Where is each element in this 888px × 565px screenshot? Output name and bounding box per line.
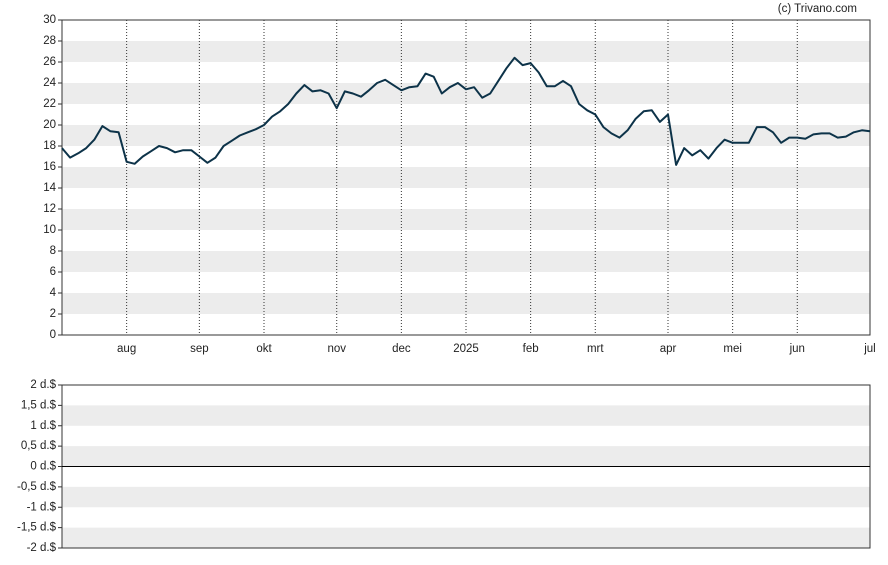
band — [62, 527, 870, 548]
y-tick-label: -1 d.$ — [27, 501, 57, 513]
y-tick-label: 0,5 d.$ — [21, 440, 57, 452]
y-tick-label: 4 — [50, 287, 57, 299]
y-tick-label: 10 — [43, 224, 56, 236]
y-tick-label: 26 — [43, 56, 56, 68]
x-tick-label: jul — [863, 343, 876, 355]
x-tick-label: jun — [789, 343, 805, 355]
x-tick-label: feb — [523, 343, 539, 355]
y-tick-label: 28 — [43, 35, 56, 47]
credit: (c) Trivano.com — [778, 3, 857, 15]
y-tick-label: 6 — [50, 266, 56, 278]
y-tick-label: 0 — [50, 329, 56, 341]
band — [62, 446, 870, 467]
y-tick-label: 8 — [50, 245, 56, 257]
y-tick-label: 2 d.$ — [30, 379, 56, 391]
y-tick-label: 1 d.$ — [30, 420, 56, 432]
y-tick-label: -0,5 d.$ — [17, 481, 57, 493]
x-tick-label: mei — [723, 343, 742, 355]
y-tick-label: 24 — [43, 77, 56, 89]
y-tick-label: 20 — [43, 119, 56, 131]
x-tick-label: dec — [392, 343, 411, 355]
y-tick-label: 2 — [50, 308, 56, 320]
x-tick-label: aug — [117, 343, 136, 355]
x-tick-label: mrt — [587, 343, 604, 355]
y-tick-label: 0 d.$ — [30, 461, 56, 473]
x-tick-label: okt — [256, 343, 272, 355]
price-line — [61, 56, 871, 166]
y-tick-label: 22 — [43, 98, 56, 110]
x-tick-label: apr — [660, 343, 677, 355]
band — [62, 486, 870, 508]
y-tick-label: 12 — [43, 203, 56, 215]
y-tick-label: -1,5 d.$ — [17, 522, 57, 534]
y-tick-label: -2 d.$ — [27, 542, 57, 554]
x-tick-label: 2025 — [453, 343, 479, 355]
x-tick-label: sep — [190, 343, 209, 355]
y-tick-label: 1,5 d.$ — [21, 399, 57, 411]
y-tick-label: 18 — [43, 140, 56, 152]
x-tick-label: nov — [327, 343, 346, 355]
y-tick-label: 30 — [43, 14, 56, 26]
band — [62, 405, 870, 426]
y-tick-label: 16 — [43, 161, 56, 173]
y-tick-label: 14 — [43, 182, 56, 194]
